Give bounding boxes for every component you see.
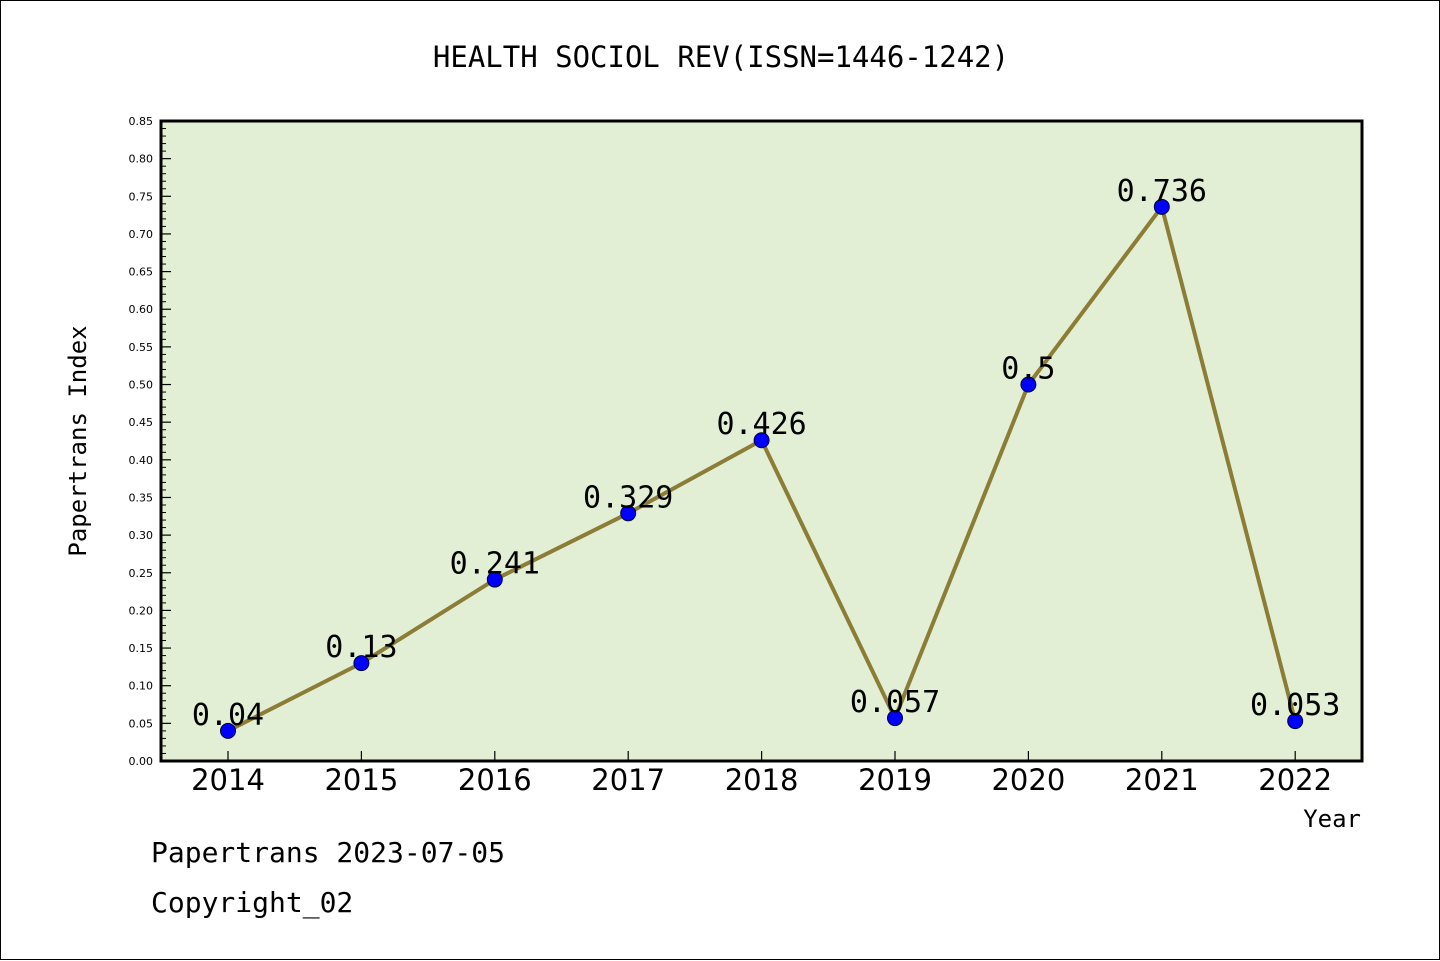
- data-label: 0.04: [192, 698, 264, 733]
- data-point: [753, 432, 770, 449]
- data-label: 0.736: [1117, 174, 1207, 209]
- y-tick-label: 0.05: [129, 717, 154, 730]
- data-point: [1287, 713, 1304, 730]
- chart-title: HEALTH SOCIOL REV(ISSN=1446-1242): [433, 40, 1009, 74]
- y-axis: 0.00 0.05 0.10 0.15 0.20 0.25 0.30 0.35 0.40 0.45…: [129, 115, 171, 768]
- data-label: 0.5: [1001, 352, 1055, 387]
- data-point: [353, 655, 370, 672]
- data-label: 0.329: [583, 480, 673, 515]
- y-tick-label: 0.20: [129, 604, 154, 617]
- x-tick-label: 2018: [725, 763, 799, 797]
- y-tick-label: 0.80: [129, 153, 154, 166]
- data-labels: 0.04 0.13 0.241 0.329 0.426 0.057 0.5 0.736 0.05…: [192, 174, 1340, 733]
- data-label: 0.057: [850, 685, 940, 720]
- y-tick-label: 0.30: [129, 529, 154, 542]
- data-point: [887, 710, 903, 727]
- x-axis: 2014 2015 2016 2017 2018 2019 2020 2021 2022: [191, 751, 1332, 797]
- data-point: [486, 571, 503, 588]
- x-tick-label: 2016: [458, 763, 532, 797]
- footer-copyright: Copyright_02: [151, 886, 354, 919]
- y-tick-label: 0.25: [129, 567, 154, 580]
- x-tick-label: 2017: [591, 763, 665, 797]
- y-tick-label: 0.10: [129, 680, 154, 693]
- x-tick-label: 2019: [858, 763, 932, 797]
- y-tick-label: 0.50: [129, 379, 154, 392]
- data-label: 0.13: [325, 630, 397, 665]
- data-point: [220, 722, 236, 739]
- data-point: [1020, 376, 1037, 393]
- y-tick-label: 0.85: [129, 115, 154, 128]
- data-label: 0.241: [450, 547, 540, 582]
- data-label: 0.426: [716, 407, 806, 442]
- x-tick-label: 2020: [991, 763, 1065, 797]
- y-tick-label: 0.75: [129, 190, 154, 203]
- x-tick-label: 2014: [191, 763, 265, 797]
- y-tick-label: 0.60: [129, 303, 154, 316]
- y-tick-label: 0.45: [129, 416, 154, 429]
- y-tick-label: 0.70: [129, 228, 154, 241]
- y-tick-label: 0.55: [129, 341, 154, 354]
- y-tick-label: 0.15: [129, 642, 154, 655]
- y-tick-label: 0.00: [129, 755, 154, 768]
- data-point: [620, 505, 637, 522]
- x-tick-label: 2021: [1125, 763, 1199, 797]
- x-axis-label: Year: [1303, 805, 1361, 833]
- series-papertrans-index: [220, 198, 1304, 739]
- y-axis-label: Papertrans Index: [64, 325, 92, 556]
- y-tick-label: 0.65: [129, 266, 154, 279]
- x-tick-label: 2022: [1258, 763, 1332, 797]
- footer-date: Papertrans 2023-07-05: [151, 836, 506, 869]
- x-tick-label: 2015: [324, 763, 398, 797]
- y-tick-label: 0.35: [129, 491, 154, 504]
- data-label: 0.053: [1250, 688, 1340, 723]
- y-tick-label: 0.40: [129, 454, 154, 467]
- data-point: [1153, 198, 1170, 215]
